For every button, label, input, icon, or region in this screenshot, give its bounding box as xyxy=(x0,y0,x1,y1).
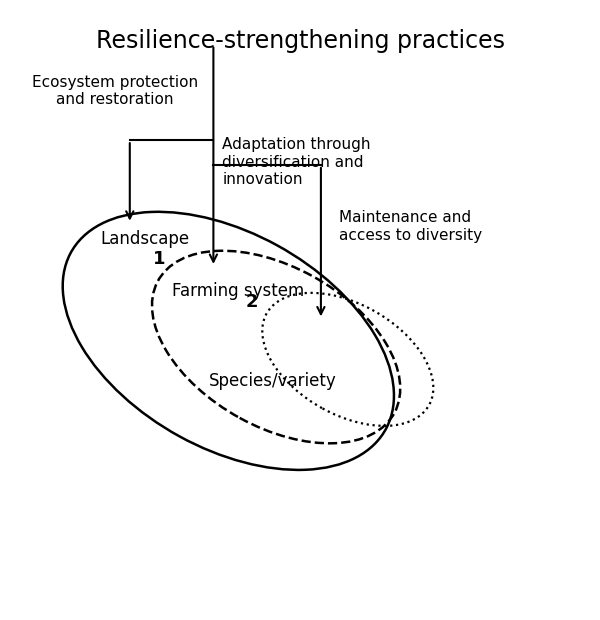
Text: 1: 1 xyxy=(154,250,166,268)
Text: Landscape: Landscape xyxy=(100,230,189,248)
Text: 2: 2 xyxy=(246,293,259,311)
Text: Species/variety: Species/variety xyxy=(209,372,337,390)
Text: Ecosystem protection
and restoration: Ecosystem protection and restoration xyxy=(32,74,198,107)
Text: Maintenance and
access to diversity: Maintenance and access to diversity xyxy=(339,210,482,243)
Text: Farming system: Farming system xyxy=(172,282,304,300)
Text: Resilience-strengthening practices: Resilience-strengthening practices xyxy=(95,29,505,53)
Text: Adaptation through
diversification and
innovation: Adaptation through diversification and i… xyxy=(223,137,371,187)
